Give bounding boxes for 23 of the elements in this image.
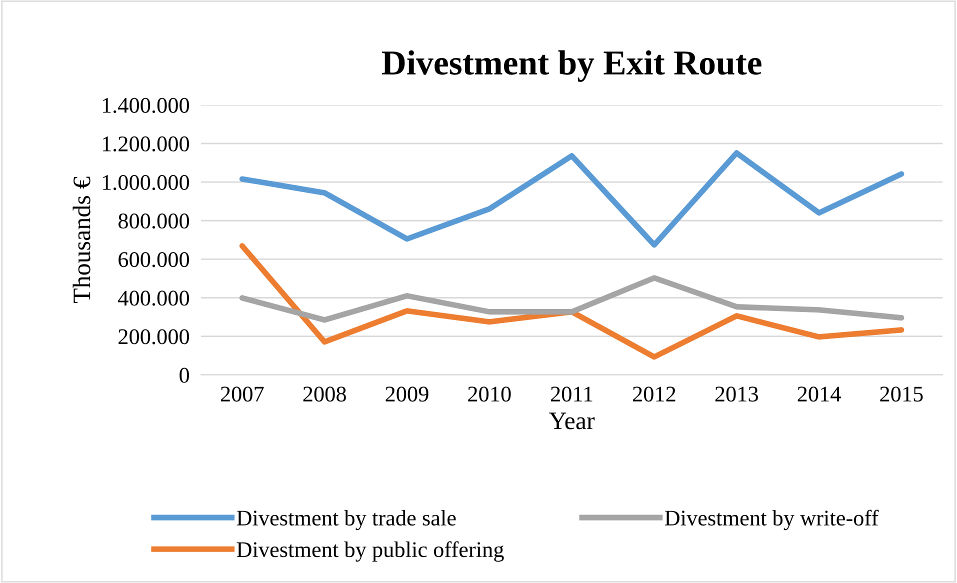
y-tick-label: 200.000 xyxy=(118,329,190,344)
legend-label: Divestment by trade sale xyxy=(236,510,456,530)
x-tick-label: 2010 xyxy=(468,386,511,402)
x-tick-label: 2015 xyxy=(880,386,923,402)
x-tick-label: 2008 xyxy=(303,386,346,402)
y-tick-label: 800.000 xyxy=(118,214,190,229)
legend-label: Divestment by public offering xyxy=(236,541,504,562)
x-tick-label: 2011 xyxy=(550,386,592,402)
x-tick-label: 2007 xyxy=(220,386,264,402)
y-tick-label: 400.000 xyxy=(118,290,190,306)
x-tick-label: 2009 xyxy=(386,386,428,402)
y-tick-label: 600.000 xyxy=(118,252,190,268)
y-tick-label: 1.400.000 xyxy=(102,98,190,113)
x-axis-title: Year xyxy=(549,412,595,430)
x-tick-label: 2014 xyxy=(798,386,841,402)
y-tick-label: 0 xyxy=(180,368,190,383)
chart-title: Divestment by Exit Route xyxy=(382,50,762,82)
x-tick-label: 2013 xyxy=(715,386,758,402)
y-axis-title: Thousands € xyxy=(72,176,90,303)
y-tick-label: 1.000.000 xyxy=(102,174,190,190)
y-tick-label: 1.200.000 xyxy=(102,136,190,152)
x-tick-label: 2012 xyxy=(632,386,676,402)
legend-label: Divestment by write-off xyxy=(664,510,879,530)
